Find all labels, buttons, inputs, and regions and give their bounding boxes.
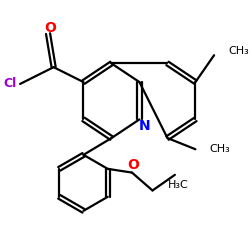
- Text: CH₃: CH₃: [210, 144, 230, 154]
- Text: O: O: [44, 20, 56, 34]
- Text: H₃C: H₃C: [168, 180, 188, 190]
- Text: Cl: Cl: [3, 77, 16, 90]
- Text: CH₃: CH₃: [228, 46, 249, 56]
- Text: N: N: [139, 119, 151, 133]
- Text: O: O: [127, 158, 139, 172]
